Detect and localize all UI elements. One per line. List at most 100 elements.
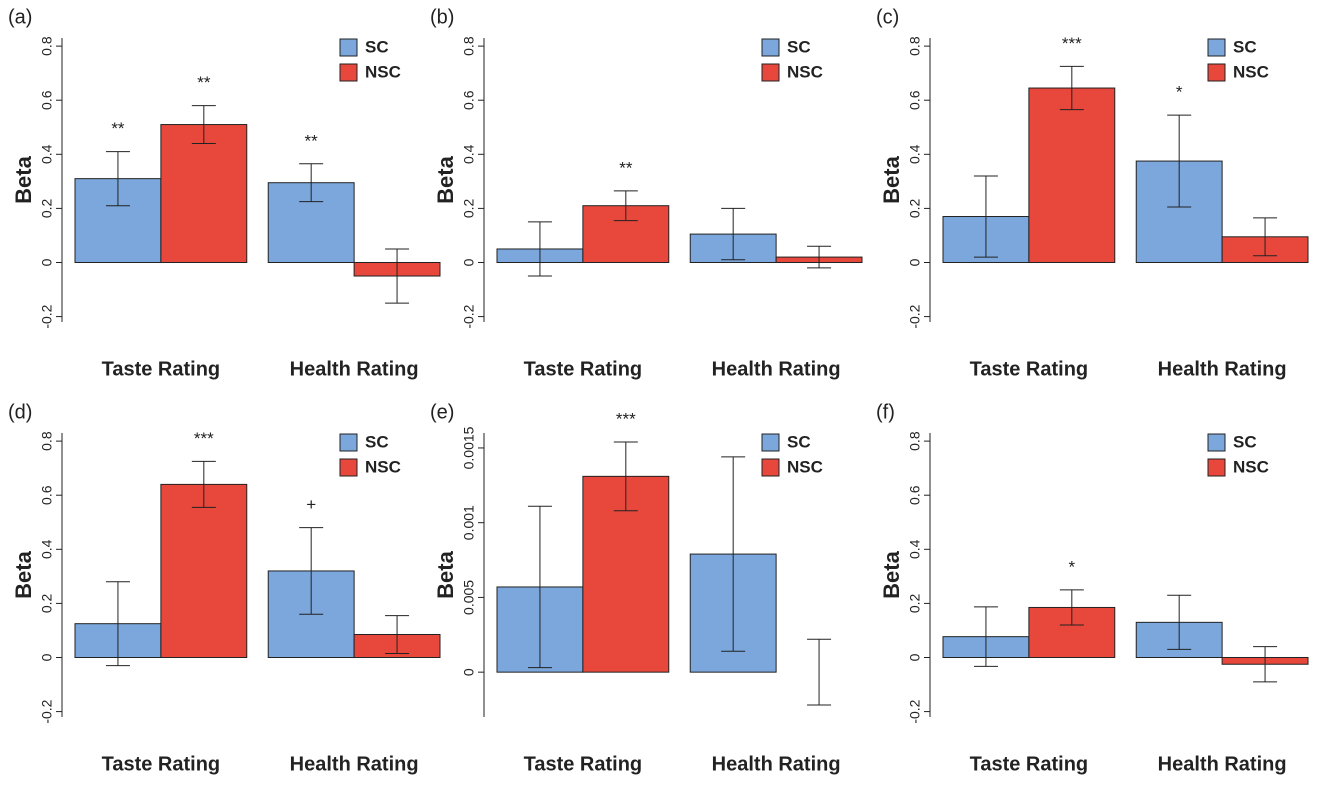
category-label: Health Rating <box>290 753 419 775</box>
legend-swatch <box>761 63 780 82</box>
y-tick-label: 0.8 <box>907 36 923 56</box>
category-label: Taste Rating <box>102 753 221 775</box>
legend-label: NSC <box>787 62 823 81</box>
category-label: Health Rating <box>1158 358 1287 380</box>
legend-label: NSC <box>365 62 401 81</box>
panel: (f) Beta -0.2 0 0.2 0.4 0.6 0.8 Taste Rating * Hea… <box>876 401 1309 775</box>
significance-label: * <box>1069 557 1076 576</box>
legend-swatch <box>339 458 358 477</box>
y-tick-label: 0.8 <box>39 431 55 451</box>
significance-label: *** <box>1062 34 1082 53</box>
legend-label: SC <box>365 432 389 451</box>
y-tick-label: 0.4 <box>907 144 923 164</box>
y-tick-label: 0.4 <box>39 144 55 164</box>
legend-swatch <box>761 433 780 452</box>
y-tick-label: 0.6 <box>907 90 923 110</box>
y-tick-label: 0 <box>907 653 923 661</box>
y-tick-label: -0.2 <box>461 304 477 328</box>
y-tick-label: -0.2 <box>39 304 55 328</box>
legend-label: NSC <box>787 457 823 476</box>
legend-label: SC <box>1233 432 1257 451</box>
legend-label: SC <box>365 37 389 56</box>
y-tick-label: 0.6 <box>39 90 55 110</box>
legend-swatch <box>1207 38 1226 57</box>
legend-swatch <box>761 458 780 477</box>
y-tick-label: 0.2 <box>39 198 55 218</box>
y-tick-label: 0 <box>907 258 923 266</box>
significance-label: ** <box>111 119 125 138</box>
y-tick-label: 0 <box>461 258 477 266</box>
panel-label: (f) <box>876 401 895 423</box>
panel-label: (e) <box>430 401 454 423</box>
category-label: Taste Rating <box>524 753 643 775</box>
legend-label: SC <box>1233 37 1257 56</box>
y-axis-title: Beta <box>11 155 36 203</box>
y-tick-label: -0.2 <box>39 699 55 723</box>
y-axis-title: Beta <box>879 550 904 598</box>
y-axis-title: Beta <box>11 550 36 598</box>
y-axis-title: Beta <box>433 155 458 203</box>
legend-swatch <box>1207 458 1226 477</box>
y-axis-title: Beta <box>433 550 458 598</box>
significance-label: + <box>306 495 316 514</box>
y-axis-title: Beta <box>879 155 904 203</box>
y-tick-label: 0.2 <box>907 198 923 218</box>
legend-swatch <box>339 433 358 452</box>
panel-label: (a) <box>8 6 32 28</box>
legend-swatch <box>1207 63 1226 82</box>
legend-swatch <box>339 63 358 82</box>
category-label: Health Rating <box>712 358 841 380</box>
legend-swatch <box>339 38 358 57</box>
category-label: Taste Rating <box>970 753 1089 775</box>
category-label: Health Rating <box>712 753 841 775</box>
significance-label: *** <box>616 409 636 428</box>
panel: (c) Beta -0.2 0 0.2 0.4 0.6 0.8 Taste Rating *** H… <box>876 6 1309 380</box>
bar <box>1028 87 1116 263</box>
panel: (d) Beta -0.2 0 0.2 0.4 0.6 0.8 Taste Rating *** H… <box>8 401 441 775</box>
y-tick-label: 0.8 <box>907 431 923 451</box>
y-tick-label: 0.005 <box>461 580 477 615</box>
panel: (a) Beta -0.2 0 0.2 0.4 0.6 0.8 Taste Rating ** **… <box>8 6 441 380</box>
y-tick-label: 0.6 <box>461 90 477 110</box>
y-tick-label: -0.2 <box>907 304 923 328</box>
y-tick-label: 0.001 <box>461 505 477 540</box>
significance-label: ** <box>305 131 319 150</box>
category-label: Health Rating <box>290 358 419 380</box>
y-tick-label: 0 <box>39 653 55 661</box>
panel: (b) Beta -0.2 0 0.2 0.4 0.6 0.8 Taste Rating ** He… <box>430 6 863 380</box>
legend-label: SC <box>787 37 811 56</box>
significance-label: *** <box>194 429 214 448</box>
y-tick-label: 0 <box>461 668 477 676</box>
legend-label: NSC <box>1233 457 1269 476</box>
legend-swatch <box>1207 433 1226 452</box>
y-tick-label: 0.4 <box>461 144 477 164</box>
legend-label: NSC <box>1233 62 1269 81</box>
significance-label: * <box>1176 83 1183 102</box>
significance-label: ** <box>197 73 211 92</box>
y-tick-label: 0.8 <box>39 36 55 56</box>
panel: (e) Beta 0 0.005 0.001 0.0015 Taste Rating *** H… <box>430 401 841 775</box>
legend-label: NSC <box>365 457 401 476</box>
y-tick-label: 0.6 <box>907 485 923 505</box>
y-tick-label: 0.0015 <box>461 426 477 469</box>
y-tick-label: -0.2 <box>907 699 923 723</box>
legend-label: SC <box>787 432 811 451</box>
y-tick-label: 0.2 <box>39 593 55 613</box>
bar <box>160 124 248 263</box>
y-tick-label: 0.8 <box>461 36 477 56</box>
y-tick-label: 0.2 <box>461 198 477 218</box>
significance-label: ** <box>619 158 633 177</box>
panel-label: (c) <box>876 6 899 28</box>
category-label: Health Rating <box>1158 753 1287 775</box>
category-label: Taste Rating <box>102 358 221 380</box>
panel-label: (b) <box>430 6 454 28</box>
category-label: Taste Rating <box>524 358 643 380</box>
category-label: Taste Rating <box>970 358 1089 380</box>
bar <box>160 483 248 658</box>
y-tick-label: 0 <box>39 258 55 266</box>
legend-swatch <box>761 38 780 57</box>
y-tick-label: 0.4 <box>39 539 55 559</box>
y-tick-label: 0.4 <box>907 539 923 559</box>
y-tick-label: 0.6 <box>39 485 55 505</box>
